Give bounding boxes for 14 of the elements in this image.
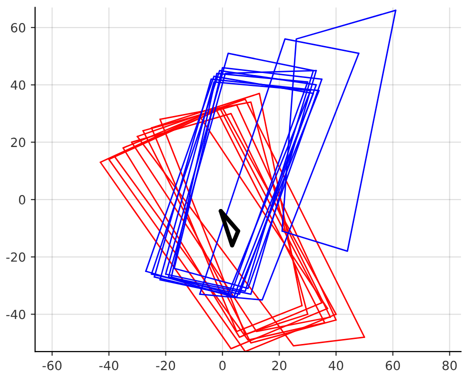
y-tick-label: 60 (11, 22, 26, 32)
x-tick-label: 0 (219, 360, 226, 370)
x-tick-label: 20 (272, 360, 286, 370)
x-tick-label: 80 (442, 360, 457, 370)
x-tick-label: 60 (386, 360, 400, 370)
y-tick-label: 40 (10, 80, 26, 90)
x-tick-label: -40 (99, 360, 118, 370)
y-tick-label: -20 (6, 252, 26, 262)
y-tick-label: 20 (11, 138, 26, 148)
x-tick-label: -60 (42, 360, 62, 370)
x-tick-label: -20 (156, 360, 176, 370)
y-tick-label: 0 (18, 195, 26, 204)
x-tick-label: 40 (328, 360, 344, 370)
y-tick-label: -40 (6, 310, 26, 320)
